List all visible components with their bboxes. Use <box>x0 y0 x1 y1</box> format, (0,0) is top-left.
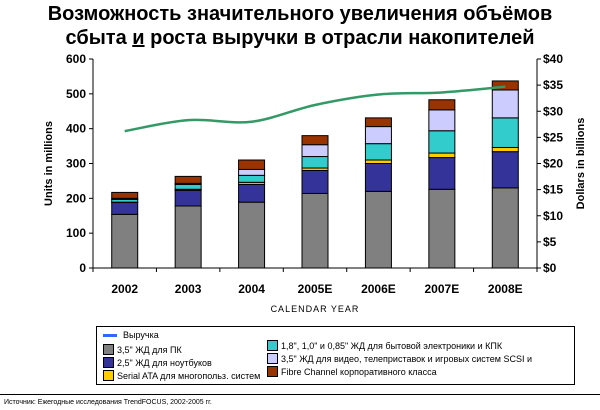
bar-segment <box>428 188 456 269</box>
y-tick-label: 400 <box>66 122 86 136</box>
title-underlined: и <box>132 27 145 49</box>
bar-segment <box>491 89 519 119</box>
bar-segment <box>428 99 456 111</box>
y2-axis-label: Dollars in billions <box>575 118 587 210</box>
x-tick-label: 2008E <box>488 282 523 296</box>
bar-segment <box>238 174 266 183</box>
bar-segment <box>174 205 202 269</box>
bar-segment <box>364 117 392 128</box>
y2-tick-label: $25 <box>543 130 563 144</box>
legend-swatch <box>267 340 278 351</box>
legend-item: Fibre Channel корпоративного класса <box>267 366 437 377</box>
title-line-1: Возможность значительного увеличения объ… <box>47 3 553 25</box>
y-tick-label: 100 <box>66 226 86 240</box>
bar-segment <box>301 169 329 194</box>
x-tick-label: 2004 <box>238 282 265 296</box>
legend-label: 1,8", 1,0" и 0,85" ЖД для бытовой электр… <box>281 340 503 351</box>
legend-label: 3,5" ЖД для видео, телеприставок и игров… <box>281 353 532 364</box>
legend-item-revenue: Выручка <box>103 330 159 340</box>
y2-tick-label: $10 <box>543 209 563 223</box>
y2-tick-label: $15 <box>543 183 563 197</box>
legend-swatch <box>103 357 114 368</box>
bar-segment <box>111 213 139 269</box>
bar-segment <box>428 130 456 154</box>
legend-item: 3,5" ЖД для видео, телеприставок и игров… <box>267 353 532 364</box>
legend-item: Serial ATA для многопольз. систем <box>103 370 260 381</box>
bar-segment <box>238 183 266 203</box>
bar-segment <box>238 201 266 269</box>
bar-segment <box>301 192 329 269</box>
bar-segment <box>428 109 456 132</box>
legend-swatch <box>267 353 278 364</box>
chart-title: Возможность значительного увеличения объ… <box>0 2 600 50</box>
bar-segment <box>428 152 456 159</box>
bar-segment <box>364 143 392 161</box>
legend-swatch <box>267 366 278 377</box>
bar-segment <box>174 183 202 190</box>
bar-segment <box>238 168 266 176</box>
x-tick-label: 2002 <box>111 282 138 296</box>
legend: Выручка 3,5" ЖД для ПК 2,5" ЖД для ноутб… <box>96 326 575 385</box>
y2-tick-label: $5 <box>543 235 557 249</box>
legend-item: 1,8", 1,0" и 0,85" ЖД для бытовой электр… <box>267 340 502 351</box>
title-part: роста выручки в отрасли накопителей <box>144 27 535 49</box>
legend-item: 2,5" ЖД для ноутбуков <box>103 357 212 368</box>
bar-segment <box>364 190 392 269</box>
legend-swatch <box>103 370 114 381</box>
y-tick-label: 600 <box>66 52 86 66</box>
bar-segment <box>364 126 392 145</box>
legend-label: Выручка <box>123 330 159 340</box>
y2-tick-label: $30 <box>543 104 563 118</box>
bar-segment <box>491 80 519 91</box>
bar-segment <box>428 157 456 190</box>
y2-tick-label: $35 <box>543 78 563 92</box>
bar-segment <box>301 144 329 158</box>
legend-line-swatch <box>103 333 117 337</box>
legend-label: 2,5" ЖД для ноутбуков <box>117 357 212 368</box>
x-axis-label: CALENDAR YEAR <box>271 304 360 314</box>
y2-tick-label: $40 <box>543 52 563 66</box>
legend-label: Serial ATA для многопольз. систем <box>117 370 261 381</box>
chart-plot: 0 100 200 300 400 500 600 $0 $5 $10 $15 $20 $25 $30 $3… <box>43 52 587 314</box>
x-tick-label: 2007E <box>425 282 460 296</box>
bar-segment <box>491 187 519 269</box>
legend-label: 3,5" ЖД для ПК <box>117 344 182 355</box>
bar-segment <box>491 146 519 153</box>
bar-segment <box>111 202 139 215</box>
bar-segment <box>174 189 202 207</box>
y-tick-label: 200 <box>66 191 86 205</box>
title-part: сбыта <box>65 27 133 49</box>
bar-segment <box>364 159 392 164</box>
title-line-2: сбыта и роста выручки в отрасли накопите… <box>0 26 600 50</box>
bar-segment <box>364 163 392 192</box>
bar-segment <box>301 156 329 169</box>
y-axis-label: Units in millions <box>43 121 55 206</box>
y-tick-label: 0 <box>79 261 86 275</box>
y-tick-label: 500 <box>66 87 86 101</box>
bar-segment <box>174 175 202 184</box>
x-tick-label: 2006E <box>361 282 396 296</box>
x-tick-label: 2005E <box>298 282 333 296</box>
bar-segment <box>491 151 519 189</box>
x-tick-label: 2003 <box>175 282 202 296</box>
source-note: Источник: Ежегодные исследования TrendFO… <box>0 394 600 406</box>
bar-segment <box>238 159 266 170</box>
bar-segment <box>111 191 139 199</box>
bar-segment <box>491 117 519 148</box>
y-tick-label: 300 <box>66 157 86 171</box>
legend-swatch <box>103 344 114 355</box>
y2-tick-label: $20 <box>543 157 563 171</box>
legend-label: Fibre Channel корпоративного класса <box>281 366 437 377</box>
legend-item: 3,5" ЖД для ПК <box>103 344 182 355</box>
y2-tick-label: $0 <box>543 261 557 275</box>
bar-segment <box>301 135 329 146</box>
